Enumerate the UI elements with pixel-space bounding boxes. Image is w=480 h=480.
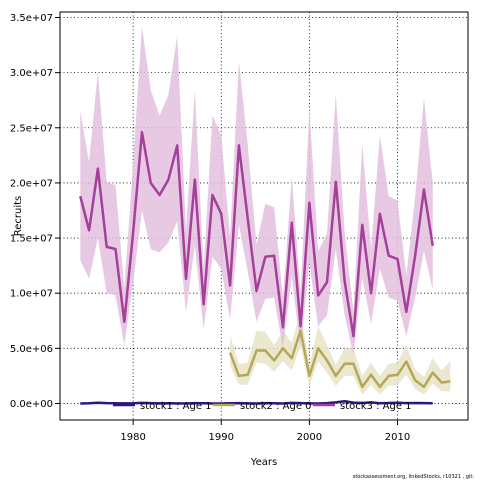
y-tick-label: 5.0e+06	[10, 344, 53, 355]
series-1-line	[80, 400, 433, 405]
y-tick-label: 2.0e+07	[10, 178, 53, 189]
legend-label-series-1: stock1 : Age 1	[140, 401, 212, 412]
series-2-line	[228, 329, 451, 389]
x-axis-ticks: 1980 1990 2000 2010	[120, 420, 410, 443]
y-tick-label: 2.5e+07	[10, 123, 53, 134]
x-tick-label: 1980	[120, 432, 145, 443]
y-tick-label: 1.0e+07	[10, 289, 53, 300]
series-2-confidence-band	[230, 310, 451, 395]
y-tick-label: 3.0e+07	[10, 68, 53, 79]
y-tick-label: 3.5e+07	[10, 13, 53, 24]
y-axis-label: Recruits	[13, 196, 24, 237]
x-tick-label: 2000	[297, 432, 322, 443]
y-axis-ticks: 0.0e+00 5.0e+06 1.0e+07 1.5e+07 2.0e+07 2.5e+…	[10, 13, 60, 410]
legend-label-series-2: stock2 : Age 0	[240, 401, 312, 412]
plot-frame	[59, 11, 469, 421]
legend-label-series-3: stock3 : Age 1	[340, 401, 412, 412]
legend: stock1 : Age 1 stock2 : Age 0 stock3 : Age…	[113, 401, 412, 412]
x-tick-label: 2010	[385, 432, 410, 443]
x-tick-label: 1990	[209, 432, 234, 443]
y-tick-label: 1.5e+07	[10, 234, 53, 245]
y-tick-label: 0.0e+00	[10, 399, 53, 410]
series-3-line	[79, 130, 434, 338]
x-axis-label: Years	[250, 457, 277, 468]
series-lines	[79, 130, 451, 405]
source-caption: stockassessment.org, linkedStocks, r1032…	[353, 474, 475, 480]
